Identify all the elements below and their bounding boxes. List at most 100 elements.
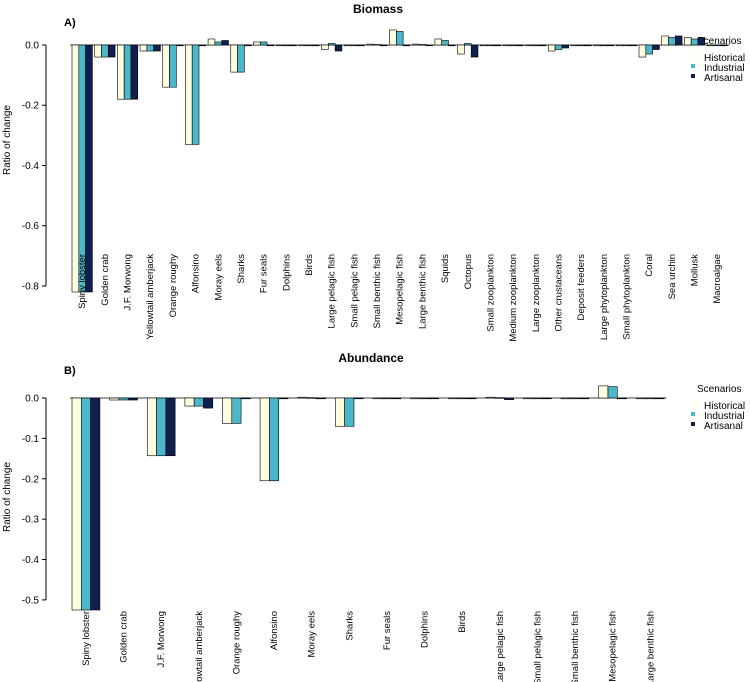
bar-historical-small-pelagic-fish [343,44,352,47]
bar-industrial-large-pelagic-fish [494,397,505,399]
x-tick-label: Mesopelagic fish [395,254,406,325]
x-tick-label: Large pelagic fish [495,611,506,682]
y-tick-label: 0.0 [25,394,39,405]
bar-historical-birds [447,397,458,400]
bar-industrial-dolphins [419,397,430,400]
x-tick-label: Large pelagic fish [327,254,338,328]
bar-historical-octopus [457,44,465,55]
bar-industrial-moray-eels [306,397,317,399]
x-tick-label: Dolphins [281,254,292,291]
bar-artisanal-dolphins [428,397,439,400]
bar-industrial-deposit-feeders [577,44,585,47]
bar-industrial-orange-roughy [231,397,242,424]
legend-swatch-historical [691,402,695,406]
x-tick-label: Alfonsino [269,611,280,650]
bar-historical-golden-crab [94,44,102,58]
abundance-legend-title: Scenarios [697,384,741,395]
legend-entry-industrial: Industrial [704,63,745,74]
bar-artisanal-golden-crab [127,397,138,401]
bar-historical-sharks [335,397,345,427]
y-tick-label: -0.4 [22,555,40,566]
bar-industrial-small-pelagic-fish [532,397,543,400]
x-tick-label: Spiny lobster [81,611,92,666]
x-tick-label: Mollusk [690,254,701,286]
bar-artisanal-yellowtail-amberjack [153,44,161,52]
x-tick-label: Spiny lobster [77,254,88,309]
bar-artisanal-small-phytoplankton [629,44,638,47]
bar-industrial-other-crustaceans [554,44,563,50]
bar-industrial-small-benthic-fish [373,44,381,46]
bar-historical-coral [638,44,647,58]
bar-artisanal-sea-urchin [674,35,683,46]
bar-historical-large-phytoplankton [593,44,601,47]
bar-industrial-macroalgae [713,44,721,47]
bar-artisanal-birds [466,397,477,400]
legend-entry-historical: Historical [704,53,745,64]
bar-historical-golden-crab [109,397,120,401]
x-tick-label: Small phytoplankton [622,254,633,340]
x-tick-label: Coral [644,254,655,277]
bar-historical-j-f-morwong [117,44,125,100]
panel-label-b: B) [64,365,76,377]
bar-industrial-small-benthic-fish [570,397,580,400]
bar-historical-mesopelagic-fish [598,385,609,399]
bar-industrial-small-zooplankton [486,44,495,47]
bar-historical-mesopelagic-fish [389,29,397,46]
bar-historical-orange-roughy [162,44,170,88]
bar-artisanal-yellowtail-amberjack [203,397,214,409]
bar-industrial-large-benthic-fish [645,397,656,400]
bar-industrial-birds [457,397,468,400]
legend-entry-artisanal: Artisanal [704,73,743,84]
bar-artisanal-fur-seals [266,44,275,47]
y-tick-label: 0.0 [25,41,39,52]
x-tick-label: Other crustaceans [553,254,564,332]
bar-artisanal-small-benthic-fish [380,44,388,47]
bar-artisanal-fur-seals [391,397,402,400]
bar-artisanal-alfonsino [198,44,207,47]
bar-historical-j-f-morwong [146,397,157,457]
abundance-panel: Abundance B) Ratio of change Scenarios 0… [2,351,745,682]
bar-historical-mollusk [684,37,692,46]
bar-industrial-fur-seals [381,397,392,400]
x-tick-label: Medium zooplankton [508,254,519,342]
x-tick-label: Sharks [236,254,247,284]
bar-artisanal-spiny-lobster [85,44,93,293]
bar-industrial-golden-crab [118,397,129,401]
bar-artisanal-small-zooplankton [493,44,501,47]
bar-artisanal-small-pelagic-fish [357,44,365,47]
bar-historical-squids [434,38,442,46]
x-tick-label: Small benthic fish [570,611,581,682]
bar-artisanal-mesopelagic-fish [402,44,411,47]
bar-industrial-orange-roughy [169,44,177,88]
bar-historical-fur-seals [253,41,261,46]
bar-industrial-mollusk [690,38,699,46]
bar-industrial-large-benthic-fish [418,44,427,46]
bar-industrial-mesopelagic-fish [396,31,404,46]
bar-historical-yellowtail-amberjack [139,44,148,52]
x-tick-label: Large phytoplankton [599,254,610,340]
x-tick-label: Macroalgae [712,254,723,304]
y-tick-label: -0.4 [22,161,40,172]
y-tick-label: -0.6 [22,221,40,232]
legend-swatch-historical [691,54,695,58]
bar-historical-birds [298,44,306,47]
x-tick-label: Small pelagic fish [349,254,360,328]
bar-historical-small-phytoplankton [616,44,624,47]
bar-historical-yellowtail-amberjack [184,397,195,407]
bar-artisanal-j-f-morwong [130,44,139,100]
bar-artisanal-dolphins [289,44,297,47]
bar-historical-small-zooplankton [479,44,488,47]
bar-historical-alfonsino [259,397,270,482]
x-tick-label: Squids [440,254,451,283]
x-tick-label: Large zooplankton [531,254,542,332]
bar-historical-moray-eels [207,38,216,46]
bar-artisanal-large-benthic-fish [654,397,665,400]
bar-artisanal-deposit-feeders [584,44,592,47]
bar-artisanal-moray-eels [316,397,326,400]
x-tick-label: J.F. Morwong [123,254,134,311]
bar-artisanal-sharks [244,44,252,47]
x-tick-label: Dolphins [420,611,431,648]
y-tick-label: -0.1 [22,434,40,445]
bar-industrial-yellowtail-amberjack [146,44,154,52]
legend-swatch-industrial [691,412,695,416]
